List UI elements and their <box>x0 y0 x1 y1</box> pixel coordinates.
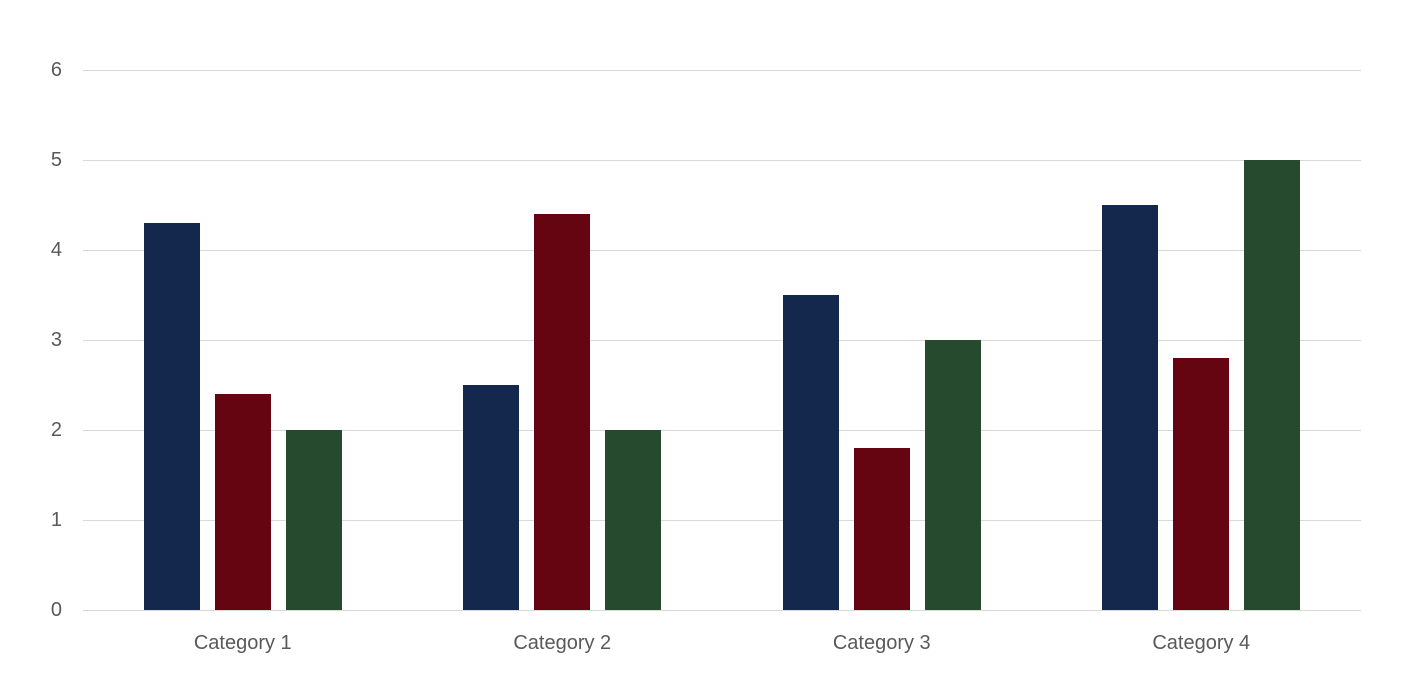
bar-series1-category1 <box>143 223 200 610</box>
y-tick-label: 5 <box>50 149 62 171</box>
bar-series1-category3 <box>782 295 839 610</box>
gridline <box>83 430 1361 431</box>
x-category-label: Category 3 <box>832 632 931 654</box>
gridline <box>83 340 1361 341</box>
plot-area <box>83 70 1361 611</box>
y-tick-label: 1 <box>50 509 62 531</box>
gridline <box>83 250 1361 251</box>
x-category-label: Category 1 <box>193 632 292 654</box>
bar-series3-category2 <box>605 430 662 610</box>
gridline <box>83 520 1361 521</box>
y-tick-label: 4 <box>50 239 62 261</box>
y-tick-label: 2 <box>50 419 62 441</box>
bar-series2-category4 <box>1173 358 1230 610</box>
bar-series2-category1 <box>214 394 271 610</box>
x-category-label: Category 2 <box>513 632 612 654</box>
y-tick-label: 6 <box>50 59 62 81</box>
x-axis-line <box>83 610 1361 611</box>
bar-series1-category2 <box>463 385 520 610</box>
y-tick-label: 0 <box>50 599 62 621</box>
bar-series3-category1 <box>285 430 342 610</box>
y-tick-label: 3 <box>50 329 62 351</box>
bar-series2-category2 <box>534 214 591 610</box>
bar-series1-category4 <box>1102 205 1159 610</box>
bar-series3-category4 <box>1244 160 1301 610</box>
bar-series3-category3 <box>924 340 981 610</box>
bar-series2-category3 <box>853 448 910 610</box>
x-category-label: Category 4 <box>1152 632 1251 654</box>
gridline <box>83 160 1361 161</box>
gridline <box>83 70 1361 71</box>
